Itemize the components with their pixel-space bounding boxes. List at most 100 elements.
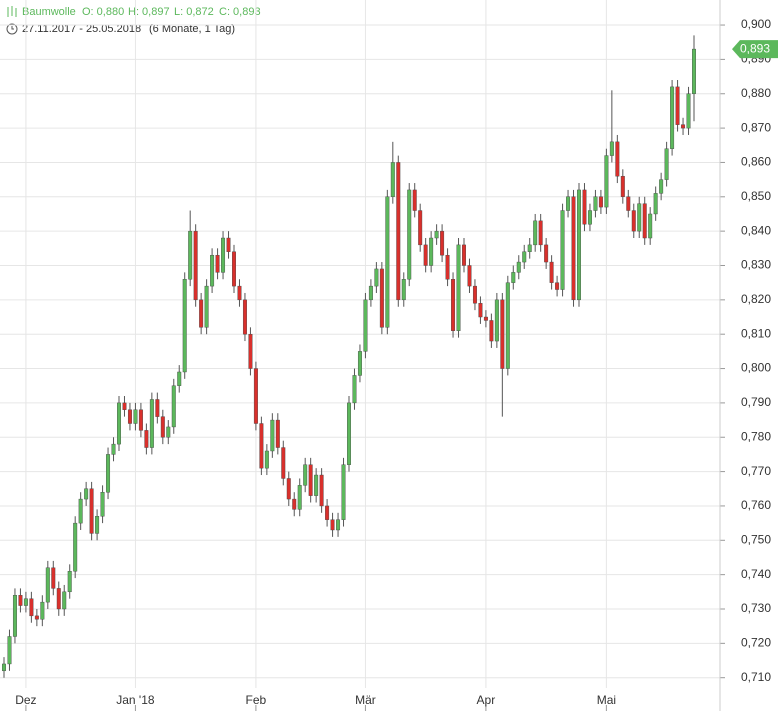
y-tick-label: 0,780: [741, 429, 771, 443]
candle-body: [451, 279, 456, 331]
candle-body: [12, 595, 17, 637]
candle-body: [692, 48, 696, 94]
candle-body: [182, 279, 187, 373]
candle-body: [357, 351, 362, 376]
y-tick-label: 0,730: [741, 601, 771, 615]
x-tick-label: Jan '18: [116, 693, 155, 707]
candle-body: [89, 488, 94, 534]
candle-body: [500, 299, 505, 369]
candle-body: [330, 519, 335, 531]
x-tick-label: Apr: [477, 693, 496, 707]
candle-body: [193, 230, 198, 301]
candle-body: [659, 179, 664, 194]
ohlc-open: O: 0,880: [82, 6, 124, 18]
candle-body: [177, 371, 182, 386]
x-tick-label: Mai: [597, 693, 616, 707]
clock-icon: [6, 23, 18, 35]
y-tick-label: 0,760: [741, 498, 771, 512]
candle-body: [106, 454, 111, 493]
y-tick-label: 0,720: [741, 636, 771, 650]
y-tick-label: 0,870: [741, 120, 771, 134]
candle-body: [78, 498, 83, 524]
candle-body: [505, 282, 510, 369]
candle-body: [117, 402, 121, 445]
candle-body: [95, 516, 100, 534]
candle-body: [401, 279, 406, 301]
candle-body: [51, 567, 56, 589]
candle-body: [429, 237, 434, 266]
date-range: 27.11.2017 - 25.05.2018: [22, 23, 141, 35]
candle-body: [670, 86, 675, 149]
candle-body: [347, 402, 351, 465]
candle-body: [336, 519, 341, 531]
candle-body: [681, 124, 686, 129]
candle-body: [286, 478, 291, 500]
candle-body: [34, 615, 39, 620]
candle-body: [631, 210, 636, 232]
candle-body: [149, 399, 154, 448]
y-tick-label: 0,790: [741, 395, 771, 409]
grid: [0, 0, 720, 688]
candle-body: [204, 285, 209, 328]
candle-body: [538, 220, 543, 246]
y-tick-label: 0,830: [741, 258, 771, 272]
candle-body: [648, 213, 653, 239]
candle-body: [210, 254, 215, 287]
x-tick-label: Mär: [355, 693, 376, 707]
candle-body: [122, 402, 127, 410]
candle-body: [166, 426, 171, 438]
candle-body: [467, 265, 472, 287]
candle-body: [642, 203, 647, 239]
candle-body: [423, 244, 428, 266]
candle-body: [297, 485, 302, 510]
candle-body: [615, 141, 620, 177]
candle-body: [100, 492, 105, 517]
candle-body: [23, 598, 28, 606]
candle-body: [522, 251, 527, 263]
y-tick-label: 0,710: [741, 670, 771, 684]
ohlc-low: L: 0,872: [174, 6, 214, 18]
y-tick-label: 0,840: [741, 223, 771, 237]
candle-body: [385, 196, 390, 328]
candle-body: [253, 368, 258, 424]
candle-body: [62, 591, 67, 610]
candle-body: [308, 464, 313, 496]
candle-body: [374, 268, 379, 287]
ohlc-close: C: 0,893: [219, 6, 261, 18]
candle-body: [325, 505, 330, 520]
candle-body: [379, 268, 384, 328]
x-tick-label: Feb: [246, 693, 267, 707]
y-tick-label: 0,820: [741, 292, 771, 306]
candle-body: [155, 399, 160, 417]
candle-body: [593, 196, 598, 211]
candle-body: [368, 285, 373, 301]
candle-body: [533, 220, 538, 246]
candle-body: [396, 162, 401, 301]
instrument-name: Baumwolle: [22, 6, 76, 18]
period: (6 Monate, 1 Tag): [149, 23, 235, 35]
candle-body: [160, 416, 165, 438]
candle-body: [653, 193, 658, 215]
clock-hands: [11, 26, 14, 30]
candle-body: [144, 430, 149, 448]
candle-body: [188, 230, 193, 280]
candle-body: [270, 419, 275, 452]
candle-body: [138, 409, 143, 431]
candle-body: [675, 86, 680, 125]
candle-body: [56, 588, 61, 610]
candle-body: [620, 175, 625, 197]
candle-body: [489, 320, 494, 342]
y-tick-label: 0,740: [741, 567, 771, 581]
candle-body: [549, 261, 554, 283]
candle-body: [199, 299, 204, 328]
candle-body: [637, 203, 642, 232]
candle-body: [341, 464, 346, 520]
candle-body: [544, 244, 549, 263]
candle-body: [483, 316, 488, 321]
last-price-label: 0,893: [740, 41, 770, 55]
candle-body: [363, 299, 368, 352]
candle-body: [626, 196, 631, 211]
candle-body: [7, 636, 12, 665]
y-tick-label: 0,860: [741, 155, 771, 169]
